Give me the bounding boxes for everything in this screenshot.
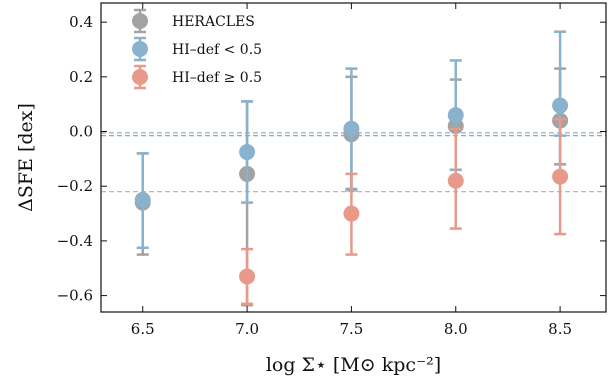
y-tick-label: −0.6: [57, 287, 93, 305]
x-axis-title: log Σ⋆ [M⊙ kpc⁻²]: [266, 354, 441, 376]
legend-label: HI–def < 0.5: [172, 42, 262, 58]
ticks-layer: 6.5 7.0 7.5 8.0 8.5 −0.6 −0.4 −0.2 0.0 0.2 0.4: [57, 3, 606, 338]
data-point: [239, 144, 256, 161]
y-tick-label: −0.2: [57, 177, 93, 195]
legend-label: HI–def ≥ 0.5: [172, 70, 262, 86]
data-point: [447, 172, 464, 189]
x-tick-label: 7.0: [235, 320, 259, 338]
x-tick-label: 6.5: [131, 320, 155, 338]
data-point: [447, 107, 464, 124]
data-point: [552, 97, 569, 114]
y-tick-label: 0.4: [69, 13, 93, 31]
x-tick-label: 8.0: [444, 320, 468, 338]
legend-label: HERACLES: [172, 14, 255, 30]
data-point: [134, 191, 151, 208]
plot-frame: [100, 2, 607, 313]
series-2: [239, 117, 569, 306]
y-tick-label: −0.4: [57, 232, 93, 250]
legend-marker: [132, 69, 148, 85]
x-tick-label: 7.5: [339, 320, 363, 338]
data-point: [343, 120, 360, 137]
data-point: [552, 168, 569, 185]
y-tick-label: 0.0: [69, 123, 93, 141]
series-layer: [134, 30, 569, 307]
data-point: [239, 268, 256, 285]
data-point: [343, 205, 360, 222]
legend-marker: [132, 13, 148, 29]
legend: HERACLES HI–def < 0.5 HI–def ≥ 0.5: [132, 8, 262, 90]
x-tick-label: 8.5: [548, 320, 572, 338]
y-tick-label: 0.2: [69, 68, 93, 86]
y-axis-title: ΔSFE [dex]: [15, 103, 37, 212]
legend-marker: [132, 41, 148, 57]
